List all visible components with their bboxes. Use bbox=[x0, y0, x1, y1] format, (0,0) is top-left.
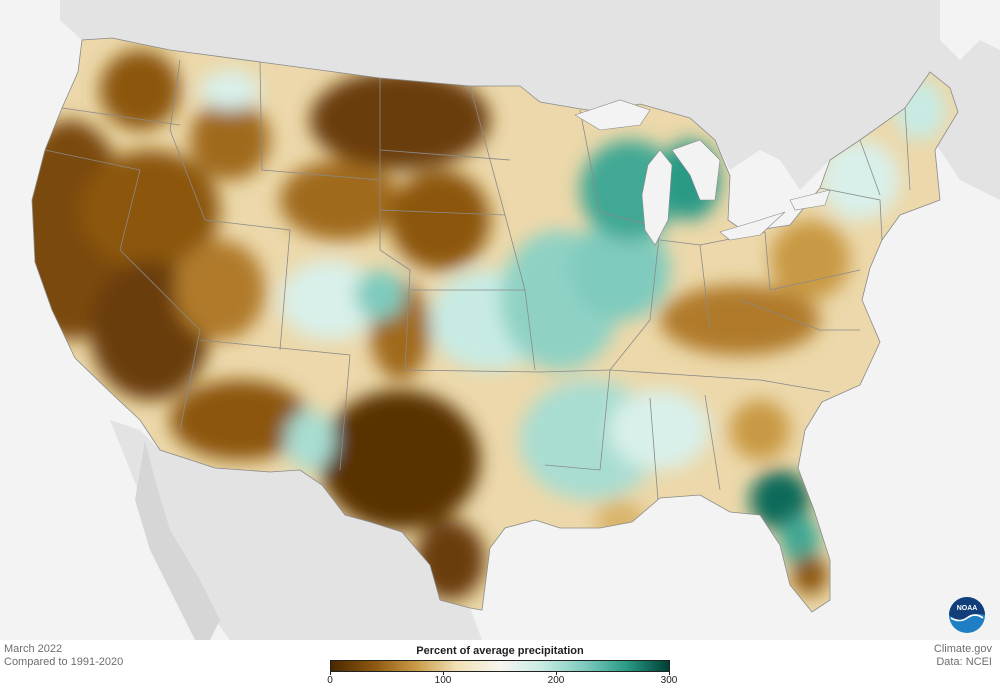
noaa-logo: NOAA bbox=[949, 597, 985, 633]
legend-tick-mark bbox=[669, 671, 670, 675]
precipitation-map: NOAA bbox=[0, 0, 1000, 640]
great-lakes bbox=[574, 99, 831, 246]
logo-text: NOAA bbox=[957, 605, 978, 612]
map-footer: March 2022 Compared to 1991-2020 Percent… bbox=[0, 640, 1000, 690]
credit-site: Climate.gov bbox=[933, 643, 992, 655]
legend-tick-label: 200 bbox=[547, 675, 565, 686]
legend-color-bar bbox=[330, 660, 670, 672]
legend-tick-label: 100 bbox=[434, 675, 452, 686]
caption-right: Climate.gov Data: NCEI bbox=[934, 643, 992, 669]
legend-title: Percent of average precipitation bbox=[416, 645, 584, 657]
legend-tick-mark bbox=[443, 671, 444, 675]
legend-tick-label: 300 bbox=[660, 675, 678, 686]
caption-baseline: Compared to 1991-2020 bbox=[4, 656, 124, 668]
state-boundaries bbox=[31, 37, 959, 613]
caption-date: March 2022 bbox=[4, 643, 63, 655]
map-canvas bbox=[31, 0, 1000, 640]
legend-tick-label: 0 bbox=[327, 675, 333, 686]
credit-data: Data: NCEI bbox=[936, 656, 992, 668]
legend-tick-mark bbox=[330, 671, 331, 675]
neighbor-land bbox=[60, 0, 1000, 640]
legend-tick-mark bbox=[556, 671, 557, 675]
caption-left: March 2022 Compared to 1991-2020 bbox=[4, 643, 123, 669]
